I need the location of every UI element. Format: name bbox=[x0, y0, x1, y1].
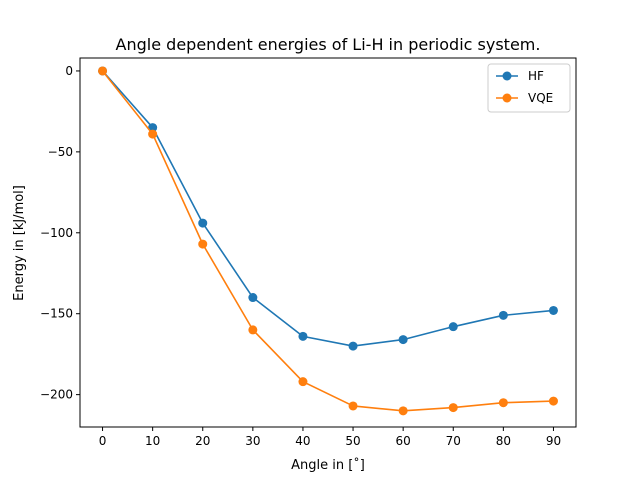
y-axis: 0 −50 −100 −150 −200 bbox=[40, 64, 80, 402]
x-tick-label: 60 bbox=[396, 434, 411, 448]
y-tick-label: −200 bbox=[40, 388, 73, 402]
data-point-hf bbox=[348, 341, 358, 351]
x-tick-label: 50 bbox=[345, 434, 360, 448]
data-point-vqe bbox=[98, 66, 108, 76]
x-tick-label: 0 bbox=[99, 434, 107, 448]
data-point-vqe bbox=[398, 406, 408, 416]
x-tick-label: 10 bbox=[145, 434, 160, 448]
y-tick-label: −50 bbox=[48, 145, 73, 159]
y-tick-label: 0 bbox=[65, 64, 73, 78]
x-tick-label: 70 bbox=[446, 434, 461, 448]
x-axis-label: Angle in [˚] bbox=[291, 457, 365, 473]
data-point-hf bbox=[498, 310, 508, 320]
x-tick-label: 30 bbox=[245, 434, 260, 448]
data-point-vqe bbox=[248, 325, 258, 335]
data-point-hf bbox=[448, 322, 458, 332]
x-tick-label: 20 bbox=[195, 434, 210, 448]
data-point-hf bbox=[548, 305, 558, 315]
data-point-vqe bbox=[298, 377, 308, 387]
y-tick-label: −100 bbox=[40, 226, 73, 240]
legend-item-vqe: VQE bbox=[496, 91, 553, 105]
x-tick-label: 90 bbox=[546, 434, 561, 448]
series-line-hf bbox=[101, 70, 554, 347]
data-point-vqe bbox=[198, 239, 208, 249]
y-axis-label: Energy in [kJ/mol] bbox=[12, 185, 27, 301]
x-axis: 0 10 20 30 40 50 60 70 80 90 bbox=[99, 427, 561, 448]
x-tick-label: 80 bbox=[496, 434, 511, 448]
data-point-vqe bbox=[148, 129, 158, 139]
data-point-hf bbox=[298, 331, 308, 341]
chart-title: Angle dependent energies of Li-H in peri… bbox=[116, 35, 541, 54]
data-point-vqe bbox=[548, 396, 558, 406]
data-point-hf bbox=[398, 335, 408, 345]
series-line-vqe bbox=[101, 70, 554, 412]
data-point-hf bbox=[148, 123, 158, 133]
data-point-hf bbox=[248, 293, 258, 303]
data-point-vqe bbox=[498, 398, 508, 408]
data-point-vqe bbox=[348, 401, 358, 411]
legend-label: HF bbox=[528, 69, 544, 83]
data-point-hf bbox=[198, 218, 208, 228]
legend-marker-swatch bbox=[502, 93, 512, 103]
series-vqe bbox=[98, 66, 558, 416]
plot-area bbox=[98, 66, 558, 416]
y-tick-label: −150 bbox=[40, 307, 73, 321]
legend-label: VQE bbox=[528, 91, 553, 105]
data-point-vqe bbox=[448, 403, 458, 413]
legend-item-hf: HF bbox=[496, 69, 544, 83]
legend-marker-swatch bbox=[502, 71, 512, 81]
plot-frame bbox=[79, 57, 577, 428]
legend: HF VQE bbox=[487, 63, 571, 113]
x-tick-label: 40 bbox=[295, 434, 310, 448]
